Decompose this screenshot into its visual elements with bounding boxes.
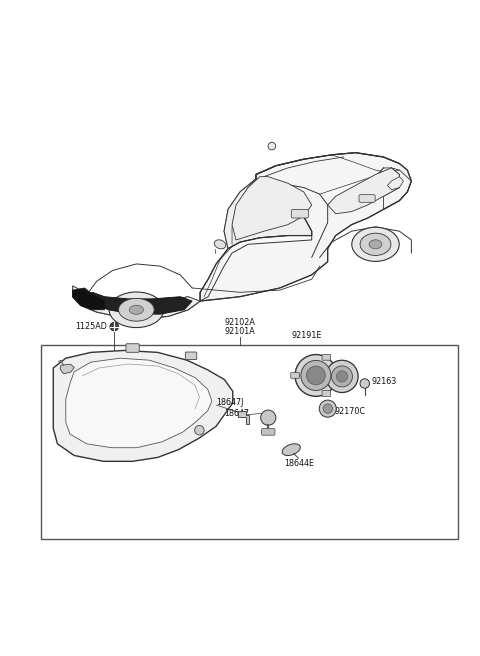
FancyBboxPatch shape bbox=[291, 373, 300, 379]
Text: 1125AD: 1125AD bbox=[75, 322, 107, 331]
Circle shape bbox=[295, 355, 337, 396]
FancyBboxPatch shape bbox=[322, 354, 331, 360]
Circle shape bbox=[323, 404, 333, 413]
Polygon shape bbox=[232, 176, 312, 240]
Ellipse shape bbox=[282, 443, 300, 455]
Polygon shape bbox=[66, 358, 212, 447]
Text: 92170C: 92170C bbox=[335, 407, 366, 415]
Ellipse shape bbox=[109, 292, 164, 327]
Ellipse shape bbox=[352, 227, 399, 261]
Ellipse shape bbox=[129, 305, 144, 314]
Circle shape bbox=[332, 366, 352, 387]
Bar bbox=[41, 344, 458, 539]
Circle shape bbox=[336, 371, 348, 382]
Circle shape bbox=[110, 322, 119, 331]
FancyBboxPatch shape bbox=[126, 344, 139, 352]
FancyBboxPatch shape bbox=[322, 391, 331, 396]
Ellipse shape bbox=[360, 233, 391, 255]
Circle shape bbox=[195, 426, 204, 435]
FancyBboxPatch shape bbox=[185, 352, 197, 359]
Polygon shape bbox=[238, 411, 249, 424]
Circle shape bbox=[307, 366, 325, 385]
Ellipse shape bbox=[119, 298, 154, 321]
Polygon shape bbox=[200, 236, 312, 301]
Polygon shape bbox=[387, 176, 403, 190]
Polygon shape bbox=[72, 288, 105, 310]
Polygon shape bbox=[328, 168, 399, 214]
Polygon shape bbox=[60, 364, 74, 374]
Text: 18644E: 18644E bbox=[284, 459, 314, 468]
Text: 18647J: 18647J bbox=[216, 398, 244, 407]
Circle shape bbox=[360, 379, 370, 388]
Text: 92191E: 92191E bbox=[291, 331, 322, 340]
Text: 18647: 18647 bbox=[224, 409, 249, 418]
Polygon shape bbox=[224, 179, 312, 249]
FancyBboxPatch shape bbox=[291, 209, 308, 218]
Circle shape bbox=[268, 142, 276, 150]
Circle shape bbox=[319, 400, 336, 417]
Text: 92163: 92163 bbox=[372, 377, 397, 386]
Ellipse shape bbox=[369, 240, 382, 249]
FancyBboxPatch shape bbox=[359, 195, 375, 202]
Polygon shape bbox=[200, 153, 411, 301]
Text: 92102A: 92102A bbox=[225, 318, 255, 327]
Text: 92101A: 92101A bbox=[225, 327, 255, 337]
Polygon shape bbox=[84, 293, 192, 314]
Polygon shape bbox=[53, 350, 233, 461]
Circle shape bbox=[261, 410, 276, 425]
Circle shape bbox=[301, 360, 331, 390]
Circle shape bbox=[326, 360, 358, 392]
FancyBboxPatch shape bbox=[262, 428, 275, 435]
Polygon shape bbox=[72, 286, 200, 319]
Ellipse shape bbox=[214, 240, 226, 249]
